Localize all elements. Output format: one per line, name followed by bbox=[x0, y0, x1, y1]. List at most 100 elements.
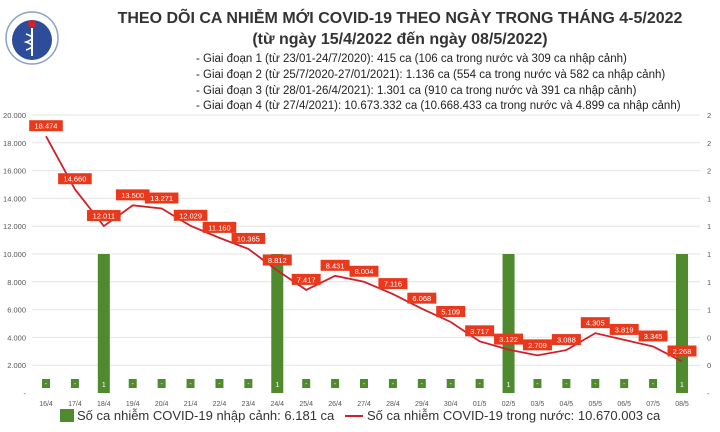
bar-zero-marker bbox=[649, 379, 658, 388]
left-tick-label: 10.000 bbox=[3, 250, 26, 259]
bar-zero-marker bbox=[475, 379, 484, 388]
left-tick-label: 8.000 bbox=[7, 278, 26, 287]
bar-imported bbox=[502, 254, 515, 393]
x-tick-label: 01/5 bbox=[473, 401, 487, 408]
bar-label: - bbox=[565, 381, 568, 388]
right-tick-label: 0 bbox=[707, 361, 711, 370]
note-phase-3: - Giai đoạn 3 (từ 28/01-26/4/2021): 1.30… bbox=[196, 85, 637, 97]
data-label: 18.474 bbox=[35, 122, 58, 131]
data-label: 3.717 bbox=[470, 327, 489, 336]
left-tick-label: 18.000 bbox=[3, 139, 26, 148]
data-label-bg bbox=[58, 173, 92, 185]
data-label-bg bbox=[436, 305, 466, 317]
data-label: 8.812 bbox=[268, 256, 287, 265]
data-label-bg bbox=[522, 339, 552, 351]
ministry-of-health-logo bbox=[5, 11, 59, 65]
data-label: 3.122 bbox=[499, 335, 518, 344]
bar-zero-marker bbox=[446, 379, 455, 388]
data-label: 3.088 bbox=[557, 336, 576, 345]
bar-zero-marker bbox=[620, 379, 629, 388]
x-tick-label: 28/4 bbox=[386, 401, 400, 408]
bar-imported bbox=[271, 254, 284, 393]
x-tick-label: 25/4 bbox=[299, 401, 313, 408]
bar-zero-marker bbox=[70, 379, 79, 388]
data-label-bg bbox=[638, 330, 668, 342]
left-tick-label: 4.000 bbox=[7, 333, 26, 342]
data-label-bg bbox=[407, 292, 437, 304]
bar-label: - bbox=[478, 381, 481, 388]
right-tick-label: 1 bbox=[707, 222, 711, 231]
data-label-bg bbox=[494, 333, 524, 345]
data-label-bg bbox=[551, 334, 581, 346]
x-tick-label: 17/4 bbox=[68, 401, 82, 408]
x-tick-label: 24/4 bbox=[270, 401, 284, 408]
data-label: 14.660 bbox=[63, 175, 86, 184]
x-tick-label: 18/4 bbox=[97, 401, 111, 408]
legend-domestic: Số ca nhiễm COVID-19 trong nước: 10.670.… bbox=[345, 408, 660, 423]
legend-swatch-red bbox=[345, 414, 363, 417]
bar-label: - bbox=[74, 381, 77, 388]
bar-zero-marker bbox=[591, 379, 600, 388]
data-label: 2.709 bbox=[528, 341, 547, 350]
bar-label: - bbox=[623, 381, 626, 388]
bar-label: - bbox=[132, 381, 135, 388]
bar-imported bbox=[97, 254, 110, 393]
bar-label: - bbox=[45, 381, 48, 388]
bar-label: 1 bbox=[680, 382, 684, 389]
data-label-bg bbox=[262, 254, 292, 266]
x-tick-label: 05/5 bbox=[588, 401, 602, 408]
data-label-bg bbox=[465, 325, 495, 337]
right-tick-label: 1 bbox=[707, 194, 711, 203]
legend-label-domestic: Số ca nhiễm COVID-19 trong nước: 10.670.… bbox=[367, 408, 661, 423]
right-tick-label: 1 bbox=[707, 250, 711, 259]
bar-label: - bbox=[536, 381, 539, 388]
bar-label: - bbox=[421, 381, 424, 388]
right-tick-label: 1 bbox=[707, 278, 711, 287]
data-label-bg bbox=[173, 209, 208, 221]
data-label-bg bbox=[87, 210, 121, 222]
bar-zero-marker bbox=[42, 379, 50, 388]
bar-zero-marker bbox=[562, 379, 571, 388]
bar-zero-marker bbox=[533, 379, 542, 388]
data-label: 8.004 bbox=[355, 267, 374, 276]
data-label-bg bbox=[667, 345, 697, 357]
note-phase-1: - Giai đoạn 1 (từ 23/01-24/7/2020): 415 … bbox=[196, 53, 627, 65]
data-label: 4.305 bbox=[586, 319, 605, 328]
data-label-bg bbox=[144, 192, 179, 204]
legend-swatch-green bbox=[60, 409, 74, 422]
x-tick-label: 07/5 bbox=[646, 401, 660, 408]
x-tick-label: 19/4 bbox=[126, 401, 140, 408]
left-tick-label: 16.000 bbox=[3, 167, 26, 176]
data-label-bg bbox=[349, 265, 379, 277]
data-label: 3.819 bbox=[615, 325, 634, 334]
note-phase-4: - Giai đoạn 4 (từ 27/4/2021): 10.673.332… bbox=[196, 100, 681, 112]
x-tick-label: 03/5 bbox=[531, 401, 545, 408]
data-label: 5.109 bbox=[441, 307, 460, 316]
data-label-bg bbox=[580, 317, 610, 329]
data-label-bg bbox=[115, 189, 150, 201]
bar-label: - bbox=[247, 381, 250, 388]
bar-label: 1 bbox=[507, 382, 511, 389]
legend-imported: Số ca nhiễm COVID-19 nhập cảnh: 6.181 ca bbox=[60, 408, 334, 423]
legend-label-imported: Số ca nhiễm COVID-19 nhập cảnh: 6.181 ca bbox=[77, 408, 335, 423]
bar-label: - bbox=[160, 381, 163, 388]
data-label: 2.268 bbox=[673, 347, 692, 356]
bar-label: 1 bbox=[275, 382, 279, 389]
bar-label: - bbox=[218, 381, 221, 388]
right-tick-label: 2 bbox=[707, 139, 711, 148]
bar-zero-marker bbox=[417, 379, 426, 388]
data-label: 12.029 bbox=[179, 211, 202, 220]
bar-label: - bbox=[652, 381, 655, 388]
left-tick-label: 20.000 bbox=[3, 111, 26, 120]
data-label-bg bbox=[378, 278, 408, 290]
left-tick-label: 6.000 bbox=[7, 306, 26, 315]
bar-zero-marker bbox=[244, 379, 253, 388]
x-tick-label: 26/4 bbox=[328, 401, 342, 408]
bar-zero-marker bbox=[360, 379, 368, 388]
bar-label: - bbox=[450, 381, 453, 388]
bar-label: - bbox=[189, 381, 192, 388]
x-tick-label: 20/4 bbox=[155, 401, 169, 408]
bar-zero-marker bbox=[215, 379, 224, 388]
chart-title: THEO DÕI CA NHIỄM MỚI COVID-19 THEO NGÀY… bbox=[117, 10, 683, 27]
